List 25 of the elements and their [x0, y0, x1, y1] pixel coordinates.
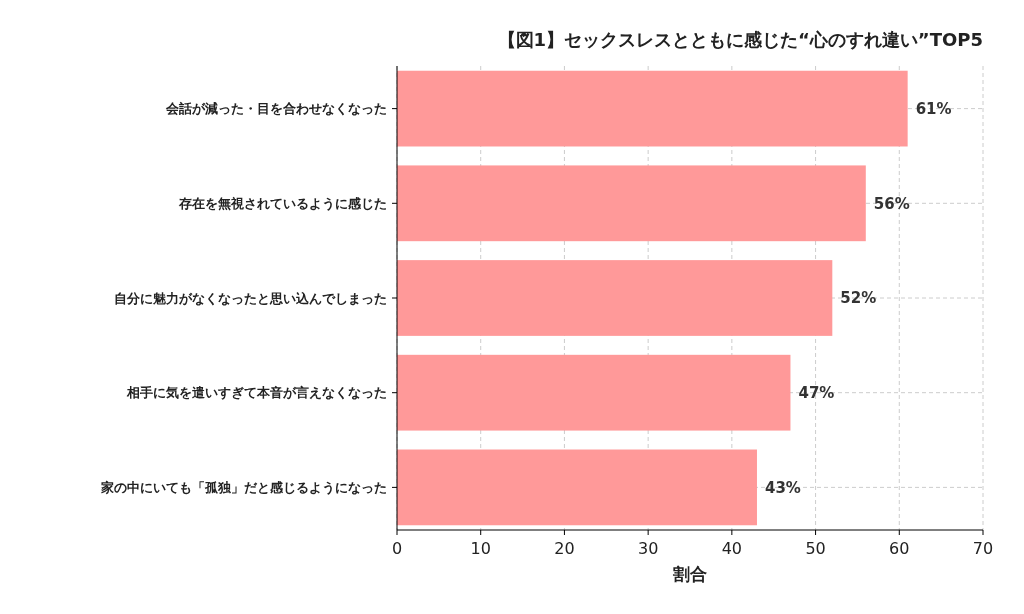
x-axis-title: 割合 — [672, 564, 707, 584]
y-tick-label: 会話が減った・目を合わせなくなった — [165, 101, 387, 117]
bar — [397, 165, 866, 242]
data-label: 47% — [798, 383, 835, 402]
x-tick-label: 70 — [972, 539, 994, 558]
bar — [397, 354, 791, 431]
x-tick-label: 0 — [391, 539, 403, 558]
x-tick-label: 60 — [889, 539, 910, 558]
x-tick-label: 20 — [554, 539, 575, 558]
data-label: 56% — [873, 194, 910, 213]
data-label: 52% — [840, 289, 877, 308]
chart-title: 【図1】セックスレスとともに感じた“心のすれ違い”TOP5 — [497, 29, 983, 50]
bar — [397, 70, 908, 147]
x-tick-label: 10 — [470, 539, 491, 558]
data-label: 43% — [764, 478, 801, 497]
data-label: 61% — [915, 99, 952, 118]
x-tick-label: 30 — [637, 539, 659, 558]
x-tick-label: 40 — [721, 539, 743, 558]
y-tick-label: 自分に魅力がなくなったと思い込んでしまった — [114, 290, 387, 306]
y-tick-label: 相手に気を遣いすぎて本音が言えなくなった — [126, 385, 387, 401]
bar — [397, 449, 757, 526]
y-tick-label: 存在を無視されているように感じた — [178, 195, 387, 211]
bar — [397, 260, 833, 336]
x-tick-label: 50 — [805, 539, 826, 558]
y-tick-label: 家の中にいても「孤独」だと感じるようになった — [100, 479, 387, 495]
